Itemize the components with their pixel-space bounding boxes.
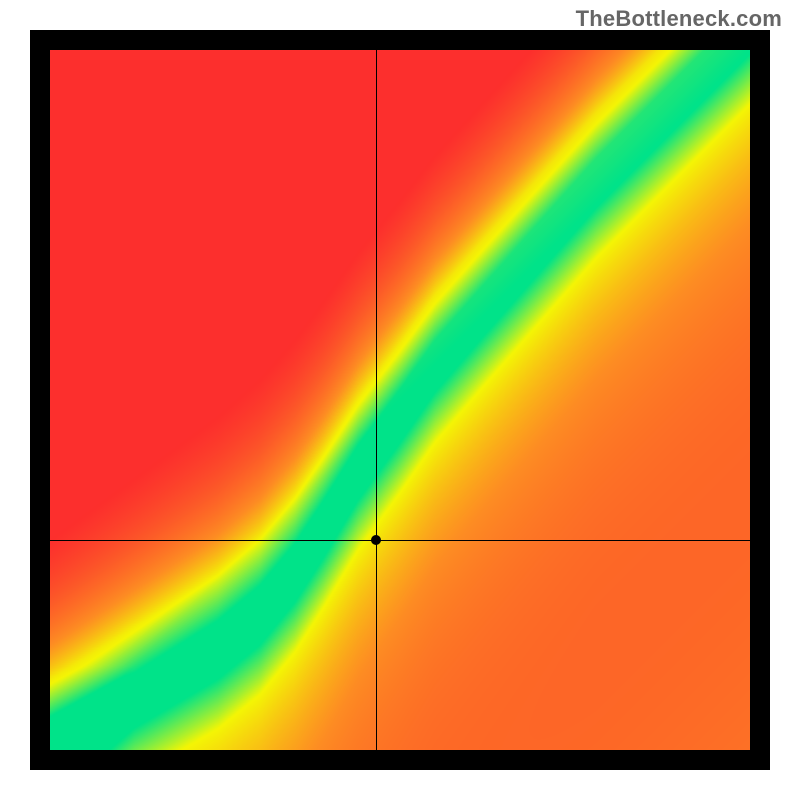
crosshair-vertical [376,50,377,750]
crosshair-dot [371,535,381,545]
heatmap-canvas [50,50,750,750]
plot-border [30,30,770,770]
watermark-text: TheBottleneck.com [576,6,782,32]
chart-container: TheBottleneck.com [0,0,800,800]
crosshair-horizontal [50,540,750,541]
plot-area [50,50,750,750]
